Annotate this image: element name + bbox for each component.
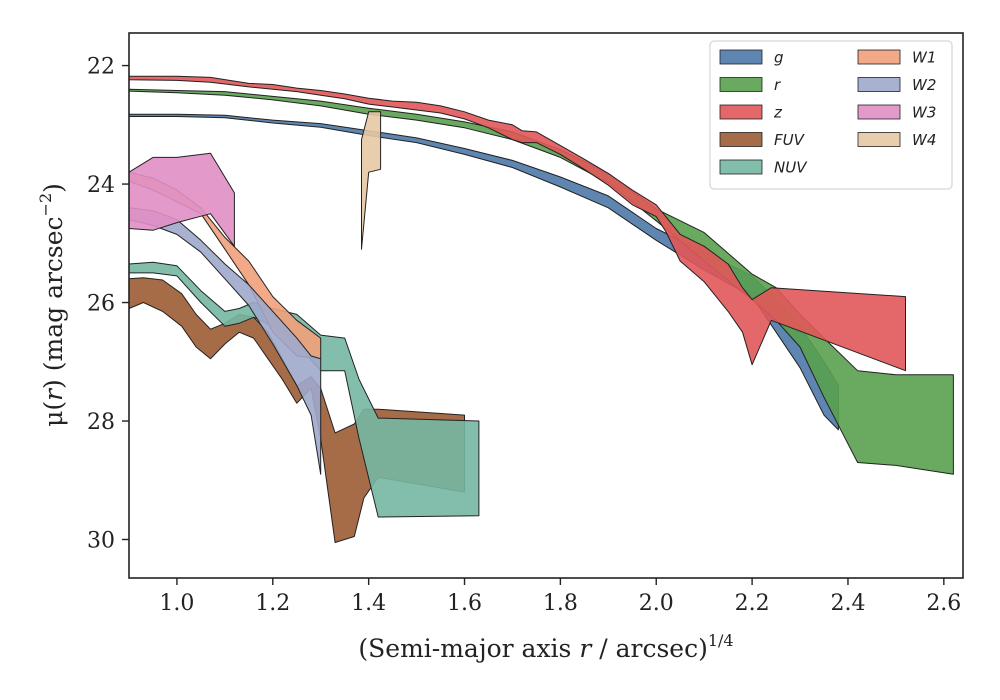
- y-tick-label: 22: [87, 55, 115, 80]
- legend-label-w3: W3: [912, 104, 936, 122]
- legend-swatch-g: [719, 49, 763, 65]
- legend: grz FUV NUV W1 W2 W3 W4: [709, 40, 953, 190]
- legend-label-fuv: FUV: [774, 131, 806, 149]
- legend-swatch-w4: [857, 132, 901, 147]
- y-tick-label: 26: [87, 292, 115, 317]
- series-band-w3: [128, 152, 235, 247]
- legend-label-nuv: NUV: [774, 159, 808, 177]
- tick-layer: 1.0 1.2 1.4 1.6 1.8 2.0 2.2 2.4 2.6 22 24 26 28 30: [87, 55, 961, 616]
- x-tick-label: 1.8: [543, 591, 578, 616]
- series-band-nuv: [128, 261, 480, 518]
- legend-swatch-r: [719, 77, 763, 92]
- series-band-w4: [361, 111, 382, 250]
- x-tick-label: 1.2: [255, 591, 290, 616]
- legend-swatch-w3: [857, 104, 901, 120]
- y-tick-label: 24: [87, 173, 115, 198]
- legend-label-z: z: [773, 104, 783, 122]
- y-axis-label: μ(r) (mag arcsec−2): [36, 183, 68, 427]
- series-layer: [128, 75, 954, 543]
- x-tick-label: 1.0: [159, 591, 194, 616]
- legend-swatch-z: [719, 104, 763, 120]
- x-tick-label: 2.4: [830, 591, 865, 616]
- x-tick-label: 1.4: [351, 591, 386, 616]
- y-tick-label: 28: [87, 410, 115, 435]
- x-axis-label: (Semi-major axis r / arcsec)1/4: [358, 631, 733, 663]
- x-tick-label: 2.2: [735, 591, 770, 616]
- series-band-w2: [128, 207, 322, 475]
- x-tick-label: 2.0: [639, 591, 674, 616]
- series-band-r: [128, 88, 954, 475]
- legend-label-w2: W2: [912, 76, 936, 94]
- y-tick-label: 30: [87, 528, 115, 553]
- x-tick-label: 2.6: [926, 591, 961, 616]
- legend-label-g: g: [774, 49, 784, 67]
- legend-swatch-nuv: [719, 159, 763, 175]
- legend-label-w4: W4: [912, 131, 936, 149]
- legend-swatch-fuv: [719, 132, 763, 147]
- series-band-z: [128, 75, 906, 372]
- legend-swatch-w1: [857, 49, 901, 65]
- legend-label-r: r: [774, 76, 781, 94]
- x-tick-label: 1.6: [447, 591, 482, 616]
- legend-label-w1: W1: [912, 49, 936, 67]
- plot-frame: [128, 32, 964, 579]
- legend-swatch-w2: [857, 77, 901, 92]
